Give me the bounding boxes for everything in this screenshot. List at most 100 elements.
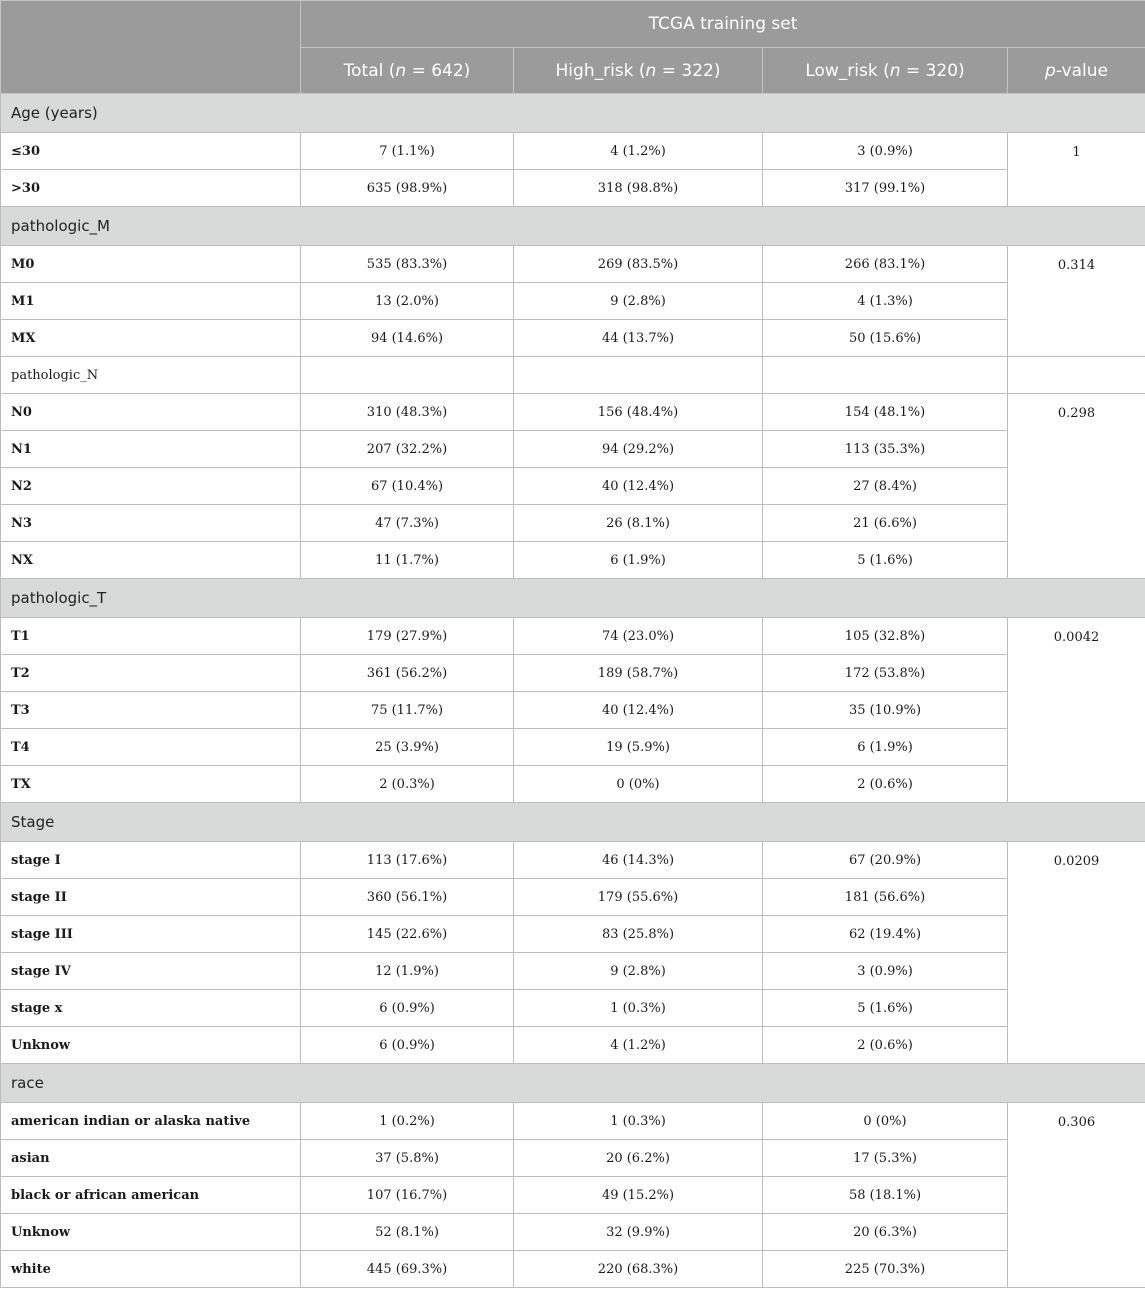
row-label: T1	[0, 617, 301, 655]
cell-total: 445 (69.3%)	[300, 1250, 514, 1288]
cell-low-risk: 35 (10.9%)	[762, 691, 1008, 729]
row-label: stage IV	[0, 952, 301, 990]
cell-high-risk: 9 (2.8%)	[513, 952, 763, 990]
header-high-risk: High_risk (n = 322)	[513, 47, 763, 94]
row-label: asian	[0, 1139, 301, 1177]
row-label: N2	[0, 467, 301, 505]
cell-low-risk: 2 (0.6%)	[762, 765, 1008, 803]
cell-high-risk: 179 (55.6%)	[513, 878, 763, 916]
row-label: stage x	[0, 989, 301, 1027]
row-label: M0	[0, 245, 301, 283]
cell-p-value: 0.0209	[1006, 841, 1145, 1064]
cell-low-risk: 6 (1.9%)	[762, 728, 1008, 766]
section-row-stage: Stage	[0, 802, 1145, 842]
table-row: Unknow 52 (8.1%) 32 (9.9%) 20 (6.3%)	[0, 1213, 1145, 1251]
section-title: pathologic_N	[0, 356, 301, 394]
table-row: T3 75 (11.7%) 40 (12.4%) 35 (10.9%)	[0, 691, 1145, 729]
row-label: TX	[0, 765, 301, 803]
cell-low-risk: 2 (0.6%)	[762, 1026, 1008, 1064]
section-row-pathologic-n: pathologic_N	[0, 356, 1145, 394]
cell-total: 52 (8.1%)	[300, 1213, 514, 1251]
table-row: asian 37 (5.8%) 20 (6.2%) 17 (5.3%)	[0, 1139, 1145, 1177]
cell-high-risk: 83 (25.8%)	[513, 915, 763, 953]
cell-low-risk: 181 (56.6%)	[762, 878, 1008, 916]
header-total: Total (n = 642)	[300, 47, 514, 94]
cell-low-risk: 317 (99.1%)	[762, 169, 1008, 207]
cell-low-risk: 20 (6.3%)	[762, 1213, 1008, 1251]
table-row: stage I 113 (17.6%) 46 (14.3%) 67 (20.9%…	[0, 841, 1145, 1064]
cell-total: 94 (14.6%)	[300, 319, 514, 357]
cell-total: 11 (1.7%)	[300, 541, 514, 579]
cell-low-risk: 17 (5.3%)	[762, 1139, 1008, 1177]
cell-high-risk: 318 (98.8%)	[513, 169, 763, 207]
row-label: Unknow	[0, 1026, 301, 1064]
cell-high-risk: 1 (0.3%)	[513, 989, 763, 1027]
cell-low-risk: 5 (1.6%)	[762, 989, 1008, 1027]
cell-high-risk: 40 (12.4%)	[513, 691, 763, 729]
cell-high-risk: 94 (29.2%)	[513, 430, 763, 468]
cell-high-risk: 0 (0%)	[513, 765, 763, 803]
row-label: N1	[0, 430, 301, 468]
row-label: T4	[0, 728, 301, 766]
header-corner	[0, 0, 301, 94]
cell-total: 67 (10.4%)	[300, 467, 514, 505]
table-row: black or african american 107 (16.7%) 49…	[0, 1176, 1145, 1214]
cell-total: 113 (17.6%)	[300, 841, 514, 879]
table-row: N0 310 (48.3%) 156 (48.4%) 154 (48.1%) 0…	[0, 393, 1145, 579]
section-row-age: Age (years)	[0, 93, 1145, 133]
cell-total: 2 (0.3%)	[300, 765, 514, 803]
table-row: white 445 (69.3%) 220 (68.3%) 225 (70.3%…	[0, 1250, 1145, 1288]
table-header: TCGA training set Total (n = 642) High_r…	[0, 0, 1145, 94]
cell-low-risk: 21 (6.6%)	[762, 504, 1008, 542]
cell-high-risk: 32 (9.9%)	[513, 1213, 763, 1251]
row-label: NX	[0, 541, 301, 579]
cell-total: 635 (98.9%)	[300, 169, 514, 207]
row-label: american indian or alaska native	[0, 1102, 301, 1140]
section-row-race: race	[0, 1063, 1145, 1103]
cell-total: 6 (0.9%)	[300, 1026, 514, 1064]
cell-low-risk: 3 (0.9%)	[762, 952, 1008, 990]
cell-total: 12 (1.9%)	[300, 952, 514, 990]
row-label: stage II	[0, 878, 301, 916]
cell-total: 361 (56.2%)	[300, 654, 514, 692]
row-label: MX	[0, 319, 301, 357]
row-label: ≤30	[0, 132, 301, 170]
table-row: TX 2 (0.3%) 0 (0%) 2 (0.6%)	[0, 765, 1145, 803]
cell-p-value: 0.306	[1006, 1102, 1145, 1288]
cell-total: 535 (83.3%)	[300, 245, 514, 283]
cell-p-value: 0.0042	[1006, 617, 1145, 803]
cell-high-risk: 4 (1.2%)	[513, 132, 763, 170]
cell-low-risk: 27 (8.4%)	[762, 467, 1008, 505]
cell-low-risk: 67 (20.9%)	[762, 841, 1008, 879]
cell-total: 47 (7.3%)	[300, 504, 514, 542]
table-row: MX 94 (14.6%) 44 (13.7%) 50 (15.6%)	[0, 319, 1145, 357]
section-title: pathologic_T	[0, 578, 1145, 618]
cell-total: 207 (32.2%)	[300, 430, 514, 468]
row-label: white	[0, 1250, 301, 1288]
cell-low-risk: 50 (15.6%)	[762, 319, 1008, 357]
cell-high-risk: 189 (58.7%)	[513, 654, 763, 692]
cell-p-value: 1	[1006, 132, 1145, 207]
cell-low-risk: 172 (53.8%)	[762, 654, 1008, 692]
table-row: stage II 360 (56.1%) 179 (55.6%) 181 (56…	[0, 878, 1145, 916]
cell-total: 75 (11.7%)	[300, 691, 514, 729]
cell-high-risk: 20 (6.2%)	[513, 1139, 763, 1177]
empty-cell	[762, 356, 1008, 394]
table-row: stage x 6 (0.9%) 1 (0.3%) 5 (1.6%)	[0, 989, 1145, 1027]
cell-low-risk: 5 (1.6%)	[762, 541, 1008, 579]
header-low-risk: Low_risk (n = 320)	[762, 47, 1008, 94]
cell-total: 145 (22.6%)	[300, 915, 514, 953]
cell-high-risk: 6 (1.9%)	[513, 541, 763, 579]
row-label: stage I	[0, 841, 301, 879]
row-label: T2	[0, 654, 301, 692]
cell-total: 25 (3.9%)	[300, 728, 514, 766]
table-row: M0 535 (83.3%) 269 (83.5%) 266 (83.1%) 0…	[0, 245, 1145, 357]
empty-cell	[513, 356, 763, 394]
row-label: >30	[0, 169, 301, 207]
cell-low-risk: 62 (19.4%)	[762, 915, 1008, 953]
section-row-pathologic-m: pathologic_M	[0, 206, 1145, 246]
section-title: race	[0, 1063, 1145, 1103]
table-row: NX 11 (1.7%) 6 (1.9%) 5 (1.6%)	[0, 541, 1145, 579]
table-row: Unknow 6 (0.9%) 4 (1.2%) 2 (0.6%)	[0, 1026, 1145, 1064]
cell-high-risk: 4 (1.2%)	[513, 1026, 763, 1064]
